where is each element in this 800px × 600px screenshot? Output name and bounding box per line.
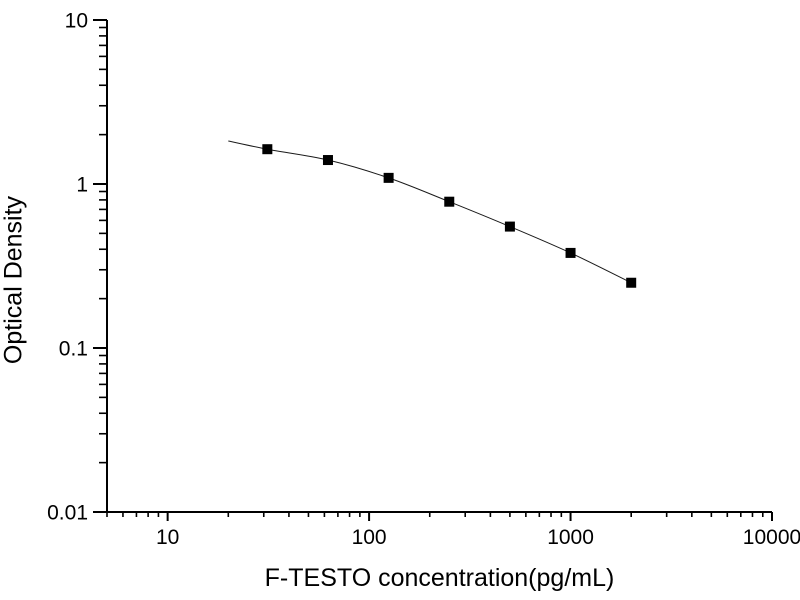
fit-curve-line [228,140,632,284]
y-tick-label: 10 [65,9,88,32]
x-tick-label: 10 [156,526,179,549]
data-point-marker [504,221,515,232]
y-tick-label: 0.1 [59,337,88,360]
data-point-marker [322,155,333,166]
data-point-marker [444,196,455,207]
x-tick-label: 10000 [743,526,800,549]
y-tick-label: 1 [76,173,88,196]
y-axis-title: Optical Density [0,195,28,365]
data-point-marker [626,277,637,288]
x-axis-title: F-TESTO concentration(pg/mL) [264,564,615,592]
x-tick-label: 1000 [547,526,594,549]
data-point-marker [383,172,394,183]
y-tick-label: 0.01 [47,501,88,524]
data-point-marker [565,247,576,258]
x-tick-label: 100 [352,526,387,549]
data-point-marker [262,144,273,155]
